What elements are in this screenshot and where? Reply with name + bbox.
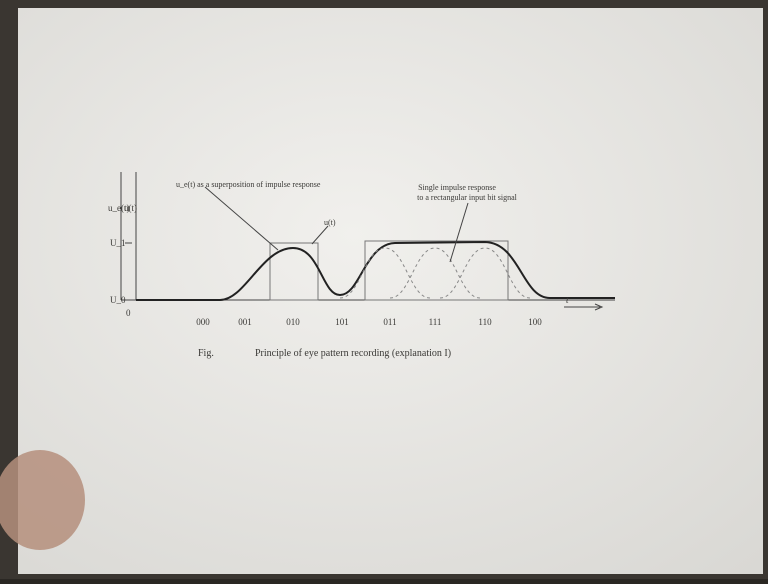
- caption-prefix: Fig.: [198, 348, 214, 359]
- level-label: U_1: [110, 238, 126, 248]
- bit-label: 100: [528, 317, 542, 327]
- photo: u_e(t) u(t) U_1 U_0 0 t u_e(t) as a supe…: [0, 0, 768, 579]
- bit-label: 111: [429, 317, 442, 327]
- page: u_e(t) u(t) U_1 U_0 0 t u_e(t) as a supe…: [0, 0, 768, 579]
- annotation: u(t): [324, 218, 336, 227]
- caption: Principle of eye pattern recording (expl…: [255, 348, 451, 359]
- level-label: U_0: [110, 295, 126, 305]
- bit-label: 000: [196, 317, 210, 327]
- bit-label: 101: [335, 317, 349, 327]
- bit-label: 001: [238, 317, 252, 327]
- bit-label: 010: [286, 317, 300, 327]
- annotation: Single impulse response: [418, 183, 496, 192]
- bit-label: 110: [478, 317, 492, 327]
- origin-label: 0: [126, 308, 131, 318]
- annotation: u_e(t) as a superposition of impulse res…: [176, 180, 321, 189]
- axis-label: u(t): [124, 203, 137, 213]
- bit-label: 011: [383, 317, 396, 327]
- paper: [18, 8, 763, 574]
- annotation: to a rectangular input bit signal: [417, 193, 518, 202]
